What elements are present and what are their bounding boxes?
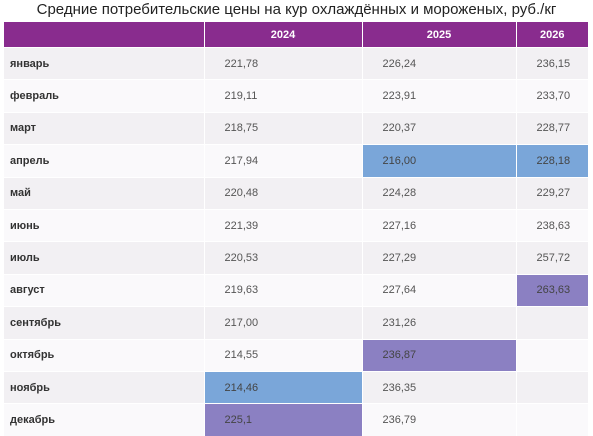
table-row: февраль 219,11 223,91 233,70 (4, 79, 588, 113)
price-cell: 227,29 (361, 241, 516, 275)
price-cell: 228,77 (515, 111, 588, 145)
price-table: 2024 2025 2026 январь 221,78 226,24 236,15 фев… (4, 22, 588, 436)
price-cell: 223,91 (361, 79, 516, 113)
price-cell: 236,87 (361, 338, 516, 372)
price-cell: 220,48 (203, 176, 362, 210)
price-cell: 233,70 (515, 79, 588, 113)
header-cell (4, 22, 204, 48)
price-cell: 214,55 (203, 338, 362, 372)
month-cell: октябрь (4, 338, 204, 372)
month-cell: ноябрь (4, 370, 204, 404)
price-cell: 238,63 (515, 208, 588, 242)
table-row: апрель 217,94 216,00 228,18 (4, 144, 588, 178)
price-cell: 231,26 (361, 306, 516, 340)
price-cell: 219,63 (203, 273, 362, 307)
price-cell (515, 306, 588, 340)
table-row: март 218,75 220,37 228,77 (4, 111, 588, 145)
month-cell: июнь (4, 208, 204, 242)
price-cell: 221,39 (203, 208, 362, 242)
price-cell: 220,37 (361, 111, 516, 145)
price-cell: 263,63 (515, 273, 588, 307)
price-cell: 229,27 (515, 176, 588, 210)
table-row: июнь 221,39 227,16 238,63 (4, 208, 588, 242)
table-row: сентябрь 217,00 231,26 (4, 306, 588, 340)
price-cell: 226,24 (361, 46, 516, 80)
price-cell: 214,46 (203, 370, 362, 404)
header-cell: 2026 (515, 22, 588, 48)
table-row: ноябрь 214,46 236,35 (4, 370, 588, 404)
price-cell: 219,11 (203, 79, 362, 113)
price-cell: 225,1 (203, 403, 362, 436)
price-cell: 218,75 (203, 111, 362, 145)
title: Средние потребительские цены на кур охла… (36, 1, 557, 18)
table-row: июль 220,53 227,29 257,72 (4, 241, 588, 275)
table-row: август 219,63 227,64 263,63 (4, 273, 588, 307)
month-cell: декабрь (4, 403, 204, 436)
price-cell: 236,79 (361, 403, 516, 436)
price-cell: 227,64 (361, 273, 516, 307)
price-cell: 216,00 (361, 144, 516, 178)
price-cell: 236,15 (515, 46, 588, 80)
price-cell: 217,00 (203, 306, 362, 340)
price-cell (515, 403, 588, 436)
month-cell: апрель (4, 144, 204, 178)
month-cell: март (4, 111, 204, 145)
month-cell: август (4, 273, 204, 307)
price-cell: 236,35 (361, 370, 516, 404)
table-row: декабрь 225,1 236,79 (4, 403, 588, 436)
header-row: 2024 2025 2026 (4, 22, 588, 48)
header-cell: 2025 (361, 22, 516, 48)
month-cell: июль (4, 241, 204, 275)
price-cell: 224,28 (361, 176, 516, 210)
month-cell: сентябрь (4, 306, 204, 340)
price-cell (515, 338, 588, 372)
price-cell: 227,16 (361, 208, 516, 242)
header-cell: 2024 (203, 22, 362, 48)
price-cell: 228,18 (515, 144, 588, 178)
price-cell: 220,53 (203, 241, 362, 275)
price-cell: 221,78 (203, 46, 362, 80)
table-row: октябрь 214,55 236,87 (4, 338, 588, 372)
month-cell: май (4, 176, 204, 210)
table-row: январь 221,78 226,24 236,15 (4, 46, 588, 80)
price-cell: 217,94 (203, 144, 362, 178)
price-cell: 257,72 (515, 241, 588, 275)
month-cell: январь (4, 46, 204, 80)
month-cell: февраль (4, 79, 204, 113)
price-cell (515, 370, 588, 404)
table-row: май 220,48 224,28 229,27 (4, 176, 588, 210)
